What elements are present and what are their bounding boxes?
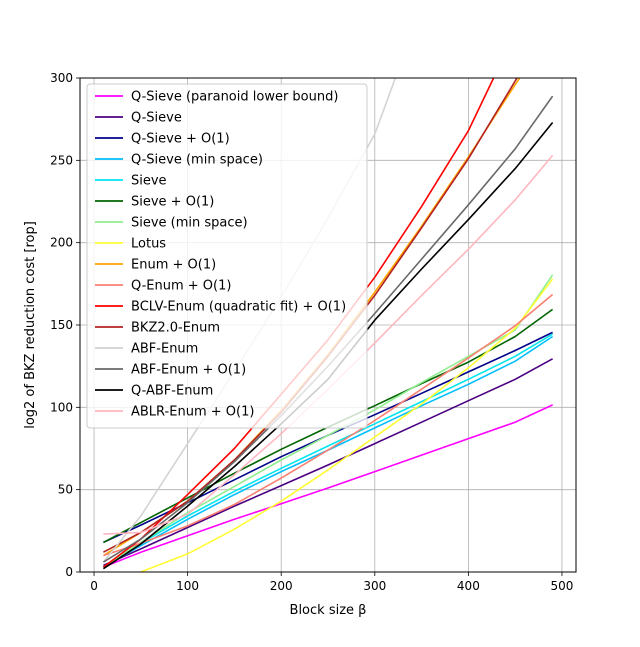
legend-entry: BCLV-Enum (quadratic fit) + O(1) xyxy=(131,300,346,315)
legend-entry: Q-Enum + O(1) xyxy=(131,279,231,294)
legend-entry: Lotus xyxy=(131,237,166,252)
y-axis-label: log2 of BKZ reduction cost [rop] xyxy=(23,221,38,429)
x-tick-label: 200 xyxy=(270,579,293,593)
series-line-9 xyxy=(103,293,554,557)
legend-entry: Q-Sieve (paranoid lower bound) xyxy=(131,90,338,105)
y-tick-label: 200 xyxy=(50,236,73,250)
legend-entry: Q-ABF-Enum xyxy=(131,384,213,399)
x-tick-label: 300 xyxy=(363,579,386,593)
legend: Q-Sieve (paranoid lower bound) Q-Sieve Q-S… xyxy=(86,83,368,429)
legend-entry: Q-Sieve xyxy=(131,111,182,126)
legend-box xyxy=(86,83,368,429)
series-line-7 xyxy=(140,278,554,572)
x-axis-label: Block size β xyxy=(290,603,367,618)
legend-entry: Q-Sieve + O(1) xyxy=(131,132,230,147)
legend-entry: BKZ2.0-Enum xyxy=(131,321,220,336)
y-tick-label: 150 xyxy=(50,318,73,332)
y-tick-label: 0 xyxy=(65,565,73,579)
y-tick-label: 50 xyxy=(58,483,73,497)
legend-entry: Enum + O(1) xyxy=(131,258,216,273)
series-line-1 xyxy=(103,358,553,567)
legend-entry: ABF-Enum xyxy=(131,342,198,357)
legend-entry: Sieve (min space) xyxy=(131,216,248,231)
legend-entry: ABF-Enum + O(1) xyxy=(131,363,246,378)
x-tick-label: 100 xyxy=(176,579,199,593)
legend-entry: ABLR-Enum + O(1) xyxy=(131,405,254,420)
axis-ticks: 0 100 200 300 400 500 0 50 100 150 200 250 300 xyxy=(50,71,573,593)
legend-entry: Sieve xyxy=(131,174,167,189)
x-tick-label: 0 xyxy=(90,579,98,593)
legend-entry: Q-Sieve (min space) xyxy=(131,153,263,168)
x-tick-label: 400 xyxy=(457,579,480,593)
series-line-0 xyxy=(103,404,553,568)
x-tick-label: 500 xyxy=(551,579,574,593)
y-tick-label: 300 xyxy=(50,71,73,85)
series-line-4 xyxy=(102,333,554,568)
y-tick-label: 250 xyxy=(50,153,73,167)
legend-entry: Sieve + O(1) xyxy=(131,195,214,210)
y-tick-label: 100 xyxy=(50,400,73,414)
